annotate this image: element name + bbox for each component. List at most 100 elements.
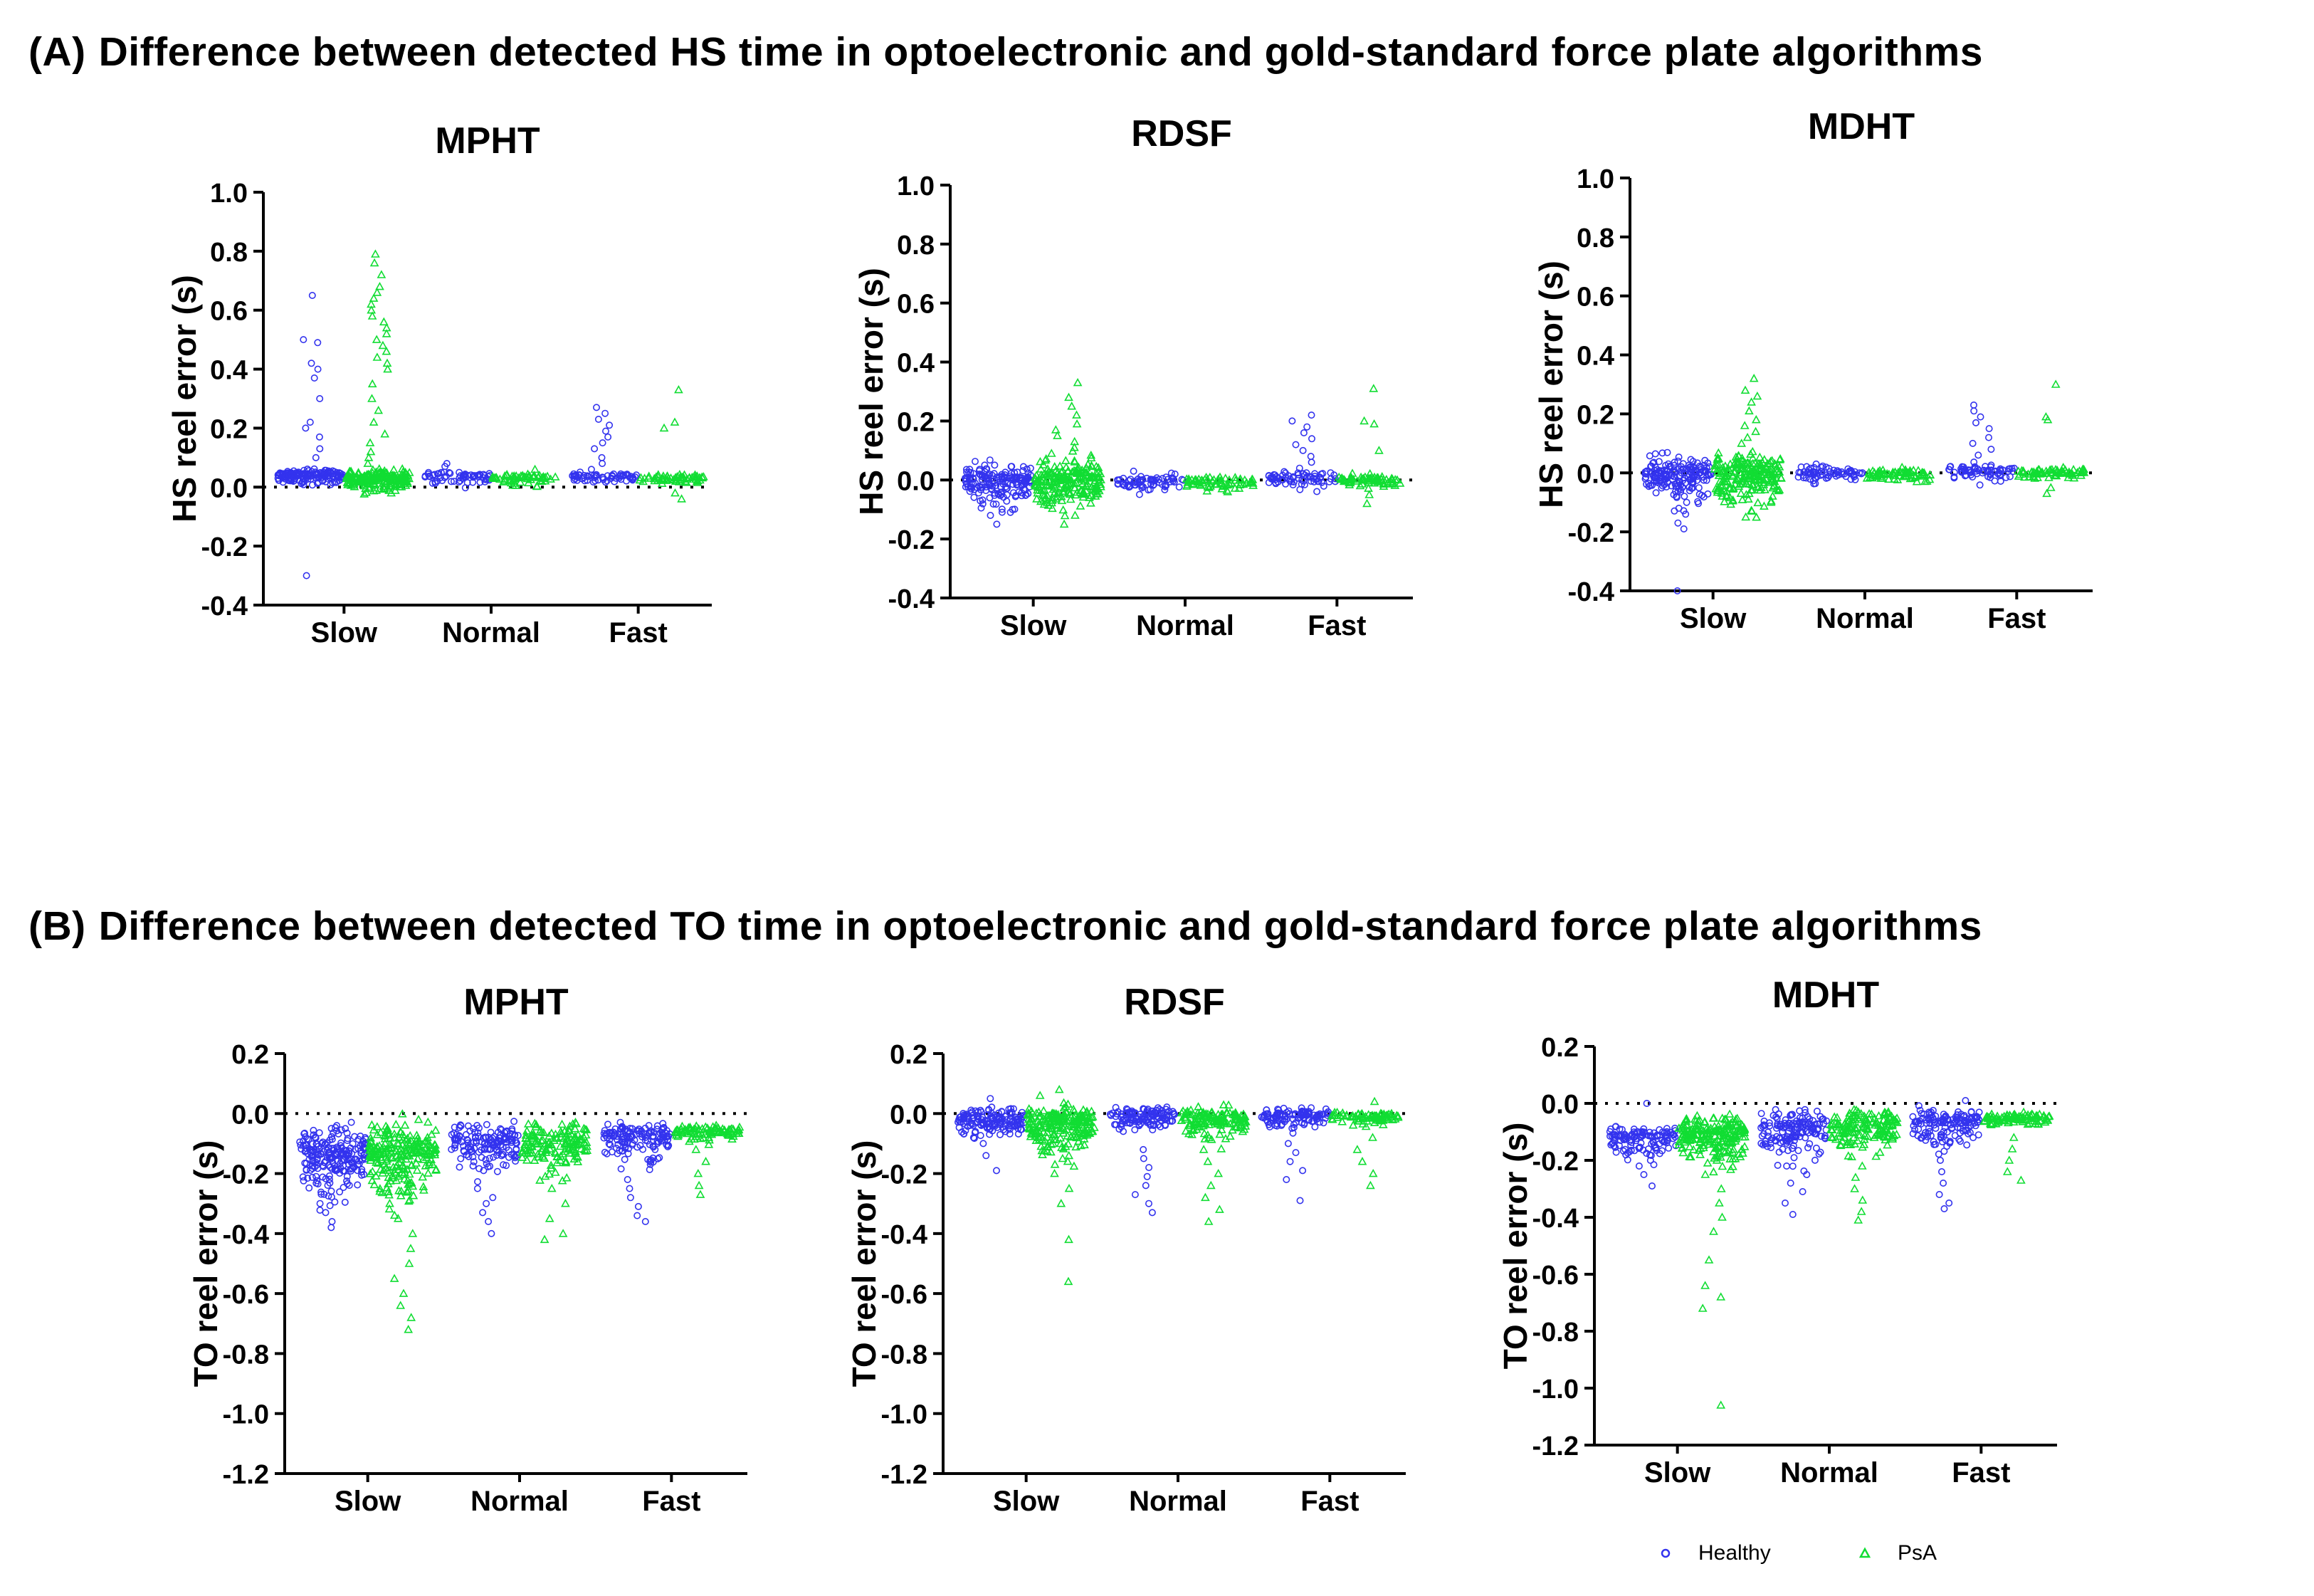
data-point-psa [1215,1204,1224,1213]
data-point-psa [363,458,373,467]
x-tick-label: Normal [470,1486,569,1517]
data-point-psa [728,1131,738,1140]
data-point-healthy [1821,1132,1829,1140]
data-point-healthy [1280,1104,1288,1112]
data-point-psa [382,1162,391,1172]
data-point-healthy [1128,1110,1136,1118]
data-point-healthy [977,1120,984,1128]
data-point-healthy [1260,1113,1268,1120]
data-point-psa [2046,483,2056,491]
data-point-healthy [451,1142,459,1150]
data-point-psa [1387,478,1397,487]
data-point-psa [373,1158,383,1167]
data-point-psa [673,1125,683,1134]
data-point-healthy [1813,1108,1821,1115]
data-point-psa [530,471,539,479]
data-point-healthy [447,478,455,485]
data-point-healthy [324,1147,332,1155]
data-point-psa [390,481,399,490]
data-point-healthy [993,520,1001,528]
data-point-psa [1071,1111,1080,1119]
y-tick-label: -0.8 [1532,1318,1579,1348]
data-point-psa [1719,1146,1728,1155]
data-point-healthy [1146,485,1154,493]
data-point-psa [1047,468,1057,477]
data-point-psa [1056,1123,1066,1132]
data-point-psa [342,478,352,486]
data-point-psa [378,340,388,350]
y-tick-label: -1.2 [223,1460,269,1490]
data-point-psa [530,464,540,473]
data-point-healthy [1650,458,1658,466]
data-point-psa [695,475,705,484]
data-point-healthy [337,1126,345,1134]
section-a-label: (A) [28,29,86,75]
chart-title: RDSF [1124,982,1225,1023]
data-point-healthy [305,1184,313,1192]
data-point-psa [1225,1131,1235,1140]
data-point-healthy [355,1157,363,1165]
data-point-healthy [1979,467,1987,475]
data-point-healthy [483,1199,490,1207]
data-point-psa [379,317,389,326]
data-point-psa [375,1184,385,1192]
data-point-psa [423,1117,433,1126]
data-point-psa [1685,1142,1695,1150]
data-point-psa [1740,1132,1750,1140]
data-point-healthy [614,1136,621,1144]
data-point-healthy [1945,1199,1953,1207]
data-point-healthy [1811,1156,1819,1164]
data-point-healthy [1975,1108,1983,1116]
data-point-healthy [1331,475,1339,483]
data-point-healthy [1757,1110,1765,1118]
data-point-psa [1745,406,1754,415]
data-point-psa [1752,513,1761,521]
data-point-psa [1843,1138,1852,1146]
data-point-healthy [1636,1143,1644,1151]
y-axis-label: TO reel error (s) [187,1140,224,1387]
data-point-psa [547,1128,557,1137]
data-point-psa [561,1199,570,1207]
data-point-psa [399,1174,409,1183]
data-point-psa [1064,1150,1074,1160]
data-point-psa [1890,1115,1900,1124]
data-point-healthy [1289,1115,1297,1123]
x-tick-label: Normal [1780,1457,1878,1489]
data-point-psa [394,474,404,483]
data-point-healthy [1809,468,1817,476]
data-point-healthy [1613,1132,1621,1140]
data-point-psa [386,1176,395,1185]
data-point-healthy [354,1167,362,1175]
data-point-psa [1206,1180,1216,1190]
data-point-psa [1202,486,1212,495]
data-point-healthy [641,1136,649,1144]
data-point-healthy [1648,1133,1656,1140]
data-point-psa [1092,483,1102,492]
data-point-healthy [967,1119,974,1127]
y-tick-label: -0.4 [881,1220,927,1250]
data-point-psa [557,1129,567,1138]
section-b-title: (B) Difference between detected TO time i… [28,903,1982,950]
data-point-healthy [998,505,1006,513]
data-point-healthy [1004,484,1011,492]
data-point-psa [1384,1109,1394,1118]
data-point-psa [1352,1145,1362,1153]
data-point-healthy [303,471,311,479]
data-point-healthy [1922,1136,1930,1144]
data-point-psa [565,1142,575,1151]
data-point-psa [403,1187,413,1196]
data-point-psa [701,1157,710,1165]
data-point-psa [369,293,379,302]
data-point-healthy [1969,401,1977,409]
data-point-psa [1030,473,1040,481]
data-point-psa [1713,1142,1723,1150]
data-point-psa [1084,1128,1093,1136]
y-tick-label: -1.2 [881,1460,927,1490]
data-point-psa [1751,426,1760,436]
data-point-psa [1730,1154,1740,1162]
data-point-psa [635,475,645,484]
data-point-psa [385,1165,394,1174]
data-point-psa [488,471,498,481]
data-point-psa [372,352,382,361]
data-point-psa [1064,392,1073,401]
